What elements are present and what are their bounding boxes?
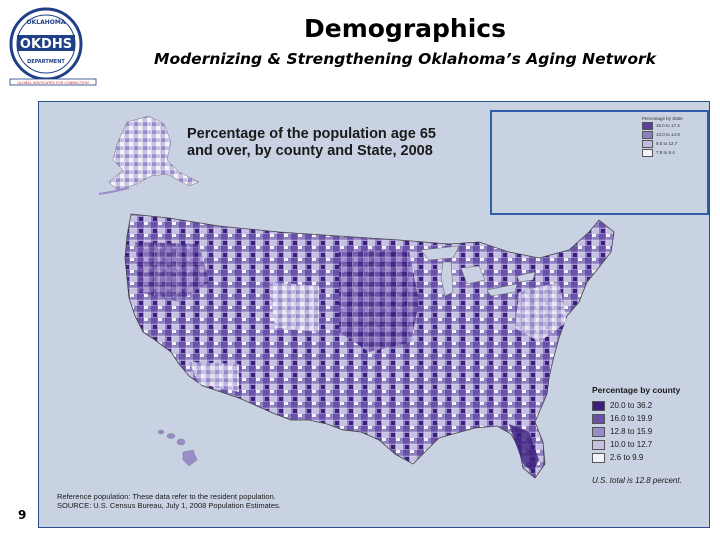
legend-swatch bbox=[592, 426, 605, 437]
svg-text:DEPARTMENT: DEPARTMENT bbox=[27, 59, 65, 65]
okdhs-logo: OKLAHOMA OKDHS DEPARTMENT GLOBAL ADVOCAT… bbox=[9, 7, 97, 86]
state-legend: Percentage by State 15.0 to 17.4 13.0 to… bbox=[642, 116, 683, 157]
county-legend-item: 20.0 to 36.2 bbox=[592, 399, 680, 412]
svg-text:GLOBAL ADVOCATES FOR CONNECTIO: GLOBAL ADVOCATES FOR CONNECTION bbox=[17, 81, 89, 85]
county-legend: Percentage by county 20.0 to 36.2 16.0 t… bbox=[592, 385, 680, 464]
legend-swatch bbox=[592, 413, 605, 424]
page-number: 9 bbox=[18, 508, 27, 522]
map-figure: Percentage of the population age 65 and … bbox=[38, 101, 710, 528]
legend-swatch bbox=[592, 452, 605, 463]
great-lakes-shape bbox=[420, 245, 536, 297]
svg-text:OKDHS: OKDHS bbox=[20, 37, 72, 52]
reference-population: Reference population: These data refer t… bbox=[57, 492, 276, 501]
hawaii-shape bbox=[157, 429, 198, 467]
state-legend-item: 15.0 to 17.4 bbox=[642, 121, 683, 130]
state-legend-title: Percentage by State bbox=[642, 116, 683, 121]
county-legend-item: 16.0 to 19.9 bbox=[592, 412, 680, 425]
legend-swatch bbox=[642, 121, 653, 130]
svg-text:OKLAHOMA: OKLAHOMA bbox=[27, 19, 66, 26]
map-title: Percentage of the population age 65 and … bbox=[187, 126, 436, 159]
state-legend-item: 9.5 to 12.7 bbox=[642, 139, 683, 148]
slide-subtitle: Modernizing & Strengthening Oklahoma’s A… bbox=[154, 50, 656, 68]
legend-swatch bbox=[642, 139, 653, 148]
slide-title: Demographics bbox=[304, 14, 506, 43]
reference-note: Reference population: These data refer t… bbox=[57, 492, 281, 510]
legend-swatch bbox=[642, 130, 653, 139]
county-legend-title: Percentage by county bbox=[592, 385, 681, 395]
state-legend-item: 13.0 to 14.9 bbox=[642, 130, 683, 139]
alaska-shape bbox=[108, 115, 200, 191]
legend-swatch bbox=[642, 148, 653, 157]
county-legend-item: 2.6 to 9.9 bbox=[592, 451, 680, 464]
legend-swatch bbox=[592, 439, 605, 450]
legend-swatch bbox=[592, 400, 605, 411]
state-inset-frame: Percentage by State 15.0 to 17.4 13.0 to… bbox=[490, 110, 709, 215]
state-legend-item: 7.9 to 9.4 bbox=[642, 148, 683, 157]
county-legend-item: 10.0 to 12.7 bbox=[592, 438, 680, 451]
us-total-note: U.S. total is 12.8 percent. bbox=[592, 476, 682, 485]
county-legend-item: 12.8 to 15.9 bbox=[592, 425, 680, 438]
source-note: SOURCE: U.S. Census Bureau, July 1, 2008… bbox=[57, 501, 281, 510]
